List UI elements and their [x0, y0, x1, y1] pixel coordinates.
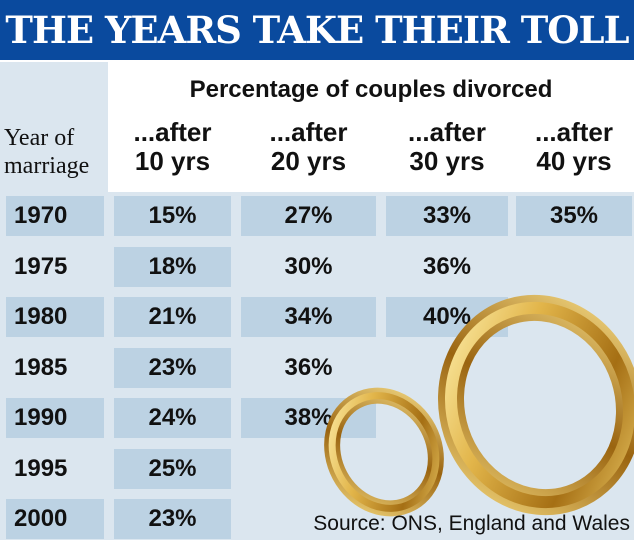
value-cell-1980-col1: 21%	[114, 297, 231, 337]
column-header-3: ...after 30 yrs	[382, 118, 512, 176]
value-cell-1970-col1: 15%	[114, 196, 231, 236]
value-cell-1970-col4: 35%	[516, 196, 632, 236]
column-header-2: ...after 20 yrs	[244, 118, 374, 176]
year-label-1980: 1980	[6, 297, 104, 337]
value-cell-1990-col1: 24%	[114, 398, 231, 438]
year-label-1975: 1975	[14, 252, 68, 280]
chart-title: THE YEARS TAKE THEIR TOLL	[5, 8, 629, 52]
year-header-line1: Year of	[4, 125, 75, 151]
column-header-1: ...after 10 yrs	[108, 118, 238, 176]
column-header-line1: ...after	[407, 117, 487, 147]
value-cell-1975-col2: 30%	[284, 252, 333, 280]
column-header-4: ...after 40 yrs	[509, 118, 634, 176]
year-label-2000: 2000	[6, 499, 104, 539]
column-header-line2: 30 yrs	[409, 146, 485, 176]
large-ring	[437, 294, 634, 516]
value-cell-1975-col3: 36%	[422, 252, 472, 280]
value-cell-1970-col2: 27%	[241, 196, 376, 236]
value-cell-1975-col1: 18%	[114, 246, 231, 287]
value-cell-1980-col2: 34%	[241, 297, 376, 337]
value-cell-2000-col1: 23%	[114, 499, 231, 539]
year-label-1995: 1995	[14, 454, 68, 482]
year-column-header: Year of marriage	[4, 124, 108, 180]
value-cell-1985-col2: 36%	[284, 353, 333, 381]
title-bar	[0, 0, 634, 60]
value-cell-1970-col3: 33%	[386, 196, 508, 236]
table-subtitle: Percentage of couples divorced	[189, 76, 553, 103]
column-header-line2: 40 yrs	[536, 146, 612, 176]
column-header-line1: ...after	[269, 117, 348, 147]
column-header-line2: 20 yrs	[270, 146, 347, 176]
value-cell-1995-col1: 25%	[114, 448, 231, 489]
year-label-1985: 1985	[14, 353, 68, 381]
year-header-line2: marriage	[4, 153, 90, 179]
column-header-line1: ...after	[534, 117, 614, 147]
source-note: Source: ONS, England and Wales	[313, 512, 630, 535]
year-label-1970: 1970	[6, 196, 104, 236]
column-header-line2: 10 yrs	[134, 146, 211, 176]
header-band	[108, 62, 634, 192]
year-label-1990: 1990	[6, 398, 104, 438]
column-header-line1: ...after	[133, 117, 212, 147]
small-ring	[324, 387, 444, 517]
value-cell-1985-col1: 23%	[114, 347, 231, 388]
